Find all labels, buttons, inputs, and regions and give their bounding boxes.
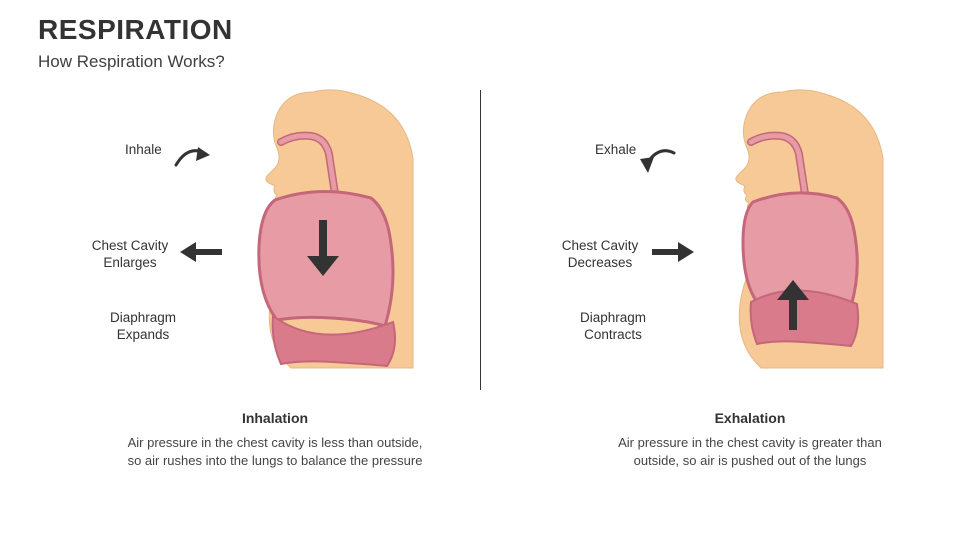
- caption-exhalation: Exhalation Air pressure in the chest cav…: [600, 410, 900, 469]
- label-diaphragm-expands: DiaphragmExpands: [98, 310, 188, 344]
- label-chest-enlarges: Chest CavityEnlarges: [85, 238, 175, 272]
- page-subtitle: How Respiration Works?: [38, 52, 225, 72]
- center-divider: [480, 90, 481, 390]
- panel-exhalation: Exhale Chest CavityDecreases DiaphragmCo…: [500, 90, 940, 390]
- caption-title-exhalation: Exhalation: [600, 410, 900, 426]
- breath-arrow-in-icon: [170, 145, 210, 175]
- caption-body-exhalation: Air pressure in the chest cavity is grea…: [600, 434, 900, 469]
- figure-exhale: [665, 80, 925, 380]
- caption-body-inhalation: Air pressure in the chest cavity is less…: [125, 434, 425, 469]
- label-exhale: Exhale: [595, 142, 636, 159]
- caption-title-inhalation: Inhalation: [125, 410, 425, 426]
- figure-inhale: [195, 80, 455, 380]
- page-title: RESPIRATION: [38, 14, 233, 46]
- breath-arrow-out-icon: [640, 145, 680, 175]
- slide: RESPIRATION How Respiration Works? Inhal…: [0, 0, 960, 540]
- label-chest-decreases: Chest CavityDecreases: [555, 238, 645, 272]
- chest-arrow-left-icon: [180, 242, 224, 262]
- label-diaphragm-contracts: DiaphragmContracts: [568, 310, 658, 344]
- caption-inhalation: Inhalation Air pressure in the chest cav…: [125, 410, 425, 469]
- label-inhale: Inhale: [125, 142, 162, 159]
- chest-arrow-right-icon: [650, 242, 694, 262]
- panel-inhalation: Inhale Chest CavityEnlarges DiaphragmExp…: [30, 90, 470, 390]
